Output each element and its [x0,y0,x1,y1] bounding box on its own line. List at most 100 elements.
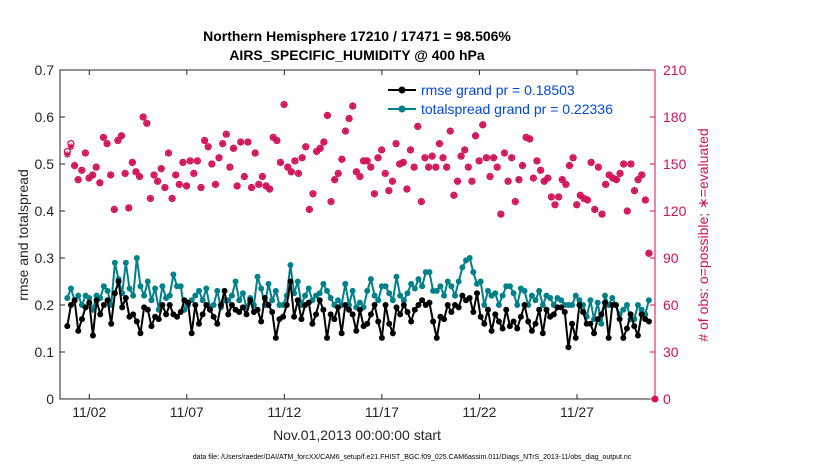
totalspread-point [320,280,327,287]
rmse-point [203,302,210,308]
totalspread-point [316,290,323,297]
totalspread-point [192,292,199,299]
rmse-point [217,302,224,308]
legend-rmse-marker [398,86,406,94]
totalspread-point [214,287,221,294]
obs-evaluated-point [486,173,494,180]
y-right-tick-label: 150 [663,156,687,172]
rmse-point [627,311,634,318]
totalspread-point [609,294,616,301]
rmse-point [342,302,349,308]
obs-evaluated-point [71,162,78,169]
rmse-point [247,297,254,304]
obs-evaluated-point [110,206,118,213]
totalspread-point [569,302,576,308]
obs-evaluated-point [558,176,566,183]
obs-evaluated-point [519,162,526,169]
totalspread-point [459,264,466,271]
obs-evaluated-point [324,112,331,119]
rmse-series [64,278,652,351]
totalspread-point [111,259,118,266]
rmse-point [185,299,192,306]
rmse-point [645,318,652,325]
rmse-point [587,320,594,327]
y-left-tick-label: 0.1 [35,344,55,360]
totalspread-point [177,283,184,290]
rmse-point [163,311,170,318]
rmse-point [305,299,312,306]
obs-evaluated-point [132,168,140,176]
totalspread-point [521,287,528,294]
obs-evaluated-point [501,149,508,157]
rmse-point [327,311,334,318]
obs-evaluated-point [67,143,75,151]
rmse-point [389,330,396,337]
y-left-tick-label: 0.3 [35,250,55,266]
legend: rmse grand pr = 0.18503 totalspread gran… [383,77,645,119]
obs-evaluated-point [483,154,490,162]
rmse-point [631,323,638,330]
rmse-point [331,316,338,323]
totalspread-point [148,297,155,304]
rmse-point [433,334,440,341]
totalspread-point [408,280,415,287]
obs-evaluated-point [468,177,476,185]
totalspread-point [305,285,312,292]
y-left-axis-label: rmse and totalspread [15,169,31,301]
obs-evaluated-point [194,157,201,165]
totalspread-point [444,278,451,285]
obs-evaluated-point [475,157,483,165]
obs-evaluated-point [179,159,187,166]
obs-count-series [63,100,659,403]
totalspread-point [334,297,341,304]
obs-evaluated-point [280,101,288,108]
obs-evaluated-point [313,148,320,155]
obs-evaluated-point [82,149,89,157]
obs-evaluated-point [454,177,461,185]
obs-evaluated-point [320,138,328,146]
obs-evaluated-point [269,134,277,141]
obs-evaluated-point [522,134,530,141]
totalspread-point [152,285,159,292]
totalspread-point [594,299,601,306]
obs-evaluated-point [129,159,136,166]
rmse-point [594,316,601,323]
obs-evaluated-point [96,179,104,187]
obs-evaluated-point [251,149,259,157]
obs-evaluated-point [602,181,609,188]
rmse-point [93,297,100,304]
rmse-point [108,320,115,327]
rmse-point [159,302,166,308]
y-right-tick-label: 30 [663,344,679,360]
rmse-point [565,344,572,351]
totalspread-point [499,292,506,299]
rmse-point [521,302,528,308]
rmse-point [382,302,389,308]
obs-evaluated-point [349,102,357,110]
totalspread-point [528,292,535,299]
totalspread-point [272,287,279,294]
chart-title-line1: Northern Hemisphere 17210 / 17471 = 98.5… [203,28,511,44]
rmse-point [470,309,477,316]
obs-evaluated-point [277,159,284,166]
obs-evaluated-point [645,250,653,257]
rmse-point [104,297,111,304]
rmse-point [239,304,246,311]
rmse-point [144,306,151,313]
obs-evaluated-point [338,156,346,163]
rmse-point [334,304,341,311]
y-right-axis-ticks: 0 30 60 90 120 150 180 210 [650,62,687,407]
rmse-point [426,299,433,306]
totalspread-point [210,302,217,308]
rmse-point [338,330,345,337]
obs-evaluated-point [584,196,591,204]
obs-evaluated-point [356,173,364,180]
rmse-point [155,316,162,323]
totalspread-point [620,306,627,313]
y-left-tick-label: 0.4 [35,203,55,219]
rmse-point [78,316,85,323]
totalspread-point [415,276,422,283]
obs-evaluated-point [399,159,407,166]
totalspread-point [389,297,396,304]
totalspread-point [265,280,272,287]
